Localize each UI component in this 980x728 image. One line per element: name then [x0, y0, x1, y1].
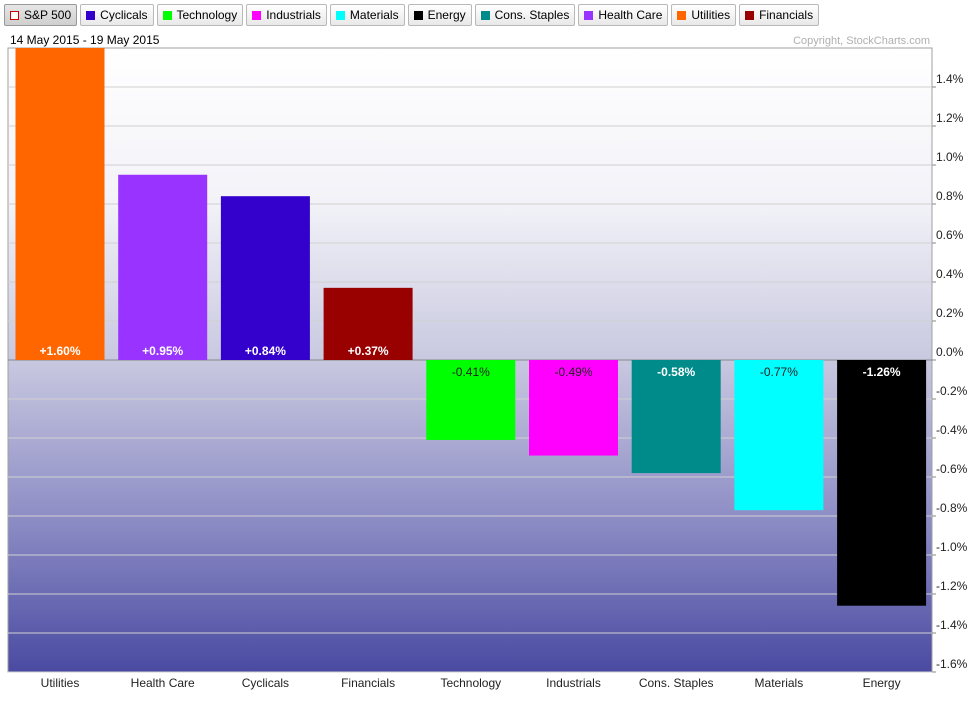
- legend-label: Technology: [176, 8, 238, 22]
- legend-swatch: [335, 10, 345, 20]
- y-tick-label: -0.4%: [936, 423, 968, 437]
- bar-value-label: -0.41%: [452, 365, 490, 379]
- legend-swatch: [162, 10, 172, 20]
- y-tick-label: -0.6%: [936, 462, 968, 476]
- x-tick-label: Utilities: [41, 676, 80, 690]
- y-tick-label: -0.2%: [936, 384, 968, 398]
- bar-industrials[interactable]: [529, 360, 618, 456]
- bar-value-label: -0.49%: [554, 365, 592, 379]
- legend-item-cyclicals[interactable]: Cyclicals: [80, 4, 154, 26]
- bar-cyclicals[interactable]: [220, 196, 310, 360]
- x-tick-label: Cons. Staples: [639, 676, 714, 690]
- legend-item-technology[interactable]: Technology: [156, 4, 244, 26]
- y-tick-label: -1.6%: [936, 657, 968, 671]
- y-tick-label: -0.8%: [936, 501, 968, 515]
- bar-cons-staples[interactable]: [631, 360, 721, 474]
- bar-financials[interactable]: [323, 287, 413, 360]
- y-tick-label: 0.0%: [936, 345, 964, 359]
- legend-label: Health Care: [598, 8, 663, 22]
- legend-item-health-care[interactable]: Health Care: [578, 4, 669, 26]
- x-tick-label: Materials: [755, 676, 804, 690]
- x-tick-label: Industrials: [546, 676, 601, 690]
- legend-swatch: [413, 10, 423, 20]
- y-tick-label: 0.2%: [936, 306, 964, 320]
- y-tick-label: 0.8%: [936, 189, 964, 203]
- x-tick-label: Financials: [341, 676, 395, 690]
- bar-health-care[interactable]: [118, 174, 208, 360]
- legend-label: Energy: [427, 8, 466, 22]
- legend-label: Cyclicals: [100, 8, 148, 22]
- y-tick-label: 1.2%: [936, 111, 964, 125]
- legend-swatch: [10, 10, 19, 20]
- legend-item-industrials[interactable]: Industrials: [246, 4, 327, 26]
- legend-label: Financials: [759, 8, 814, 22]
- y-tick-label: -1.0%: [936, 540, 968, 554]
- bar-energy[interactable]: [837, 360, 927, 606]
- y-tick-label: -1.2%: [936, 579, 968, 593]
- y-tick-label: 1.4%: [936, 72, 964, 86]
- y-tick-label: 0.4%: [936, 267, 964, 281]
- bar-value-label: -0.77%: [760, 365, 798, 379]
- legend-item-materials[interactable]: Materials: [329, 4, 405, 26]
- legend-item-utilities[interactable]: Utilities: [671, 4, 737, 26]
- x-tick-label: Health Care: [131, 676, 195, 690]
- copyright: Copyright, StockCharts.com: [793, 35, 930, 47]
- legend-swatch: [677, 10, 687, 20]
- legend-swatch: [252, 10, 262, 20]
- legend-swatch: [745, 10, 755, 20]
- x-tick-label: Technology: [440, 676, 501, 690]
- y-tick-label: -1.4%: [936, 618, 968, 632]
- legend-label: Industrials: [266, 8, 321, 22]
- legend-label: Cons. Staples: [494, 8, 570, 22]
- bar-value-label: -1.26%: [863, 365, 901, 379]
- legend-item-cons-staples[interactable]: Cons. Staples: [474, 4, 576, 26]
- date-range: 14 May 2015 - 19 May 2015: [10, 33, 160, 47]
- legend-bar: S&P 500 Cyclicals Technology Industrials Mat…: [4, 4, 820, 26]
- bar-value-label: +0.95%: [142, 344, 183, 358]
- legend-label: Materials: [349, 8, 399, 22]
- bar-value-label: +0.37%: [348, 344, 389, 358]
- bar-value-label: +0.84%: [245, 344, 286, 358]
- legend-item-s-p-500[interactable]: S&P 500: [4, 4, 78, 26]
- legend-item-energy[interactable]: Energy: [407, 4, 472, 26]
- bar-technology[interactable]: [426, 360, 516, 440]
- bar-materials[interactable]: [734, 360, 824, 511]
- legend-swatch: [86, 10, 96, 20]
- x-tick-label: Cyclicals: [242, 676, 289, 690]
- legend-label: S&P 500: [24, 8, 72, 22]
- y-tick-label: 1.0%: [936, 150, 964, 164]
- y-tick-label: 0.6%: [936, 228, 964, 242]
- legend-item-financials[interactable]: Financials: [739, 4, 820, 26]
- legend-label: Utilities: [691, 8, 731, 22]
- x-tick-label: Energy: [863, 676, 901, 690]
- bar-value-label: -0.58%: [657, 365, 695, 379]
- legend-swatch: [480, 10, 490, 20]
- bar-value-label: +1.60%: [39, 344, 80, 358]
- bar-utilities[interactable]: [15, 48, 105, 360]
- legend-swatch: [584, 10, 594, 20]
